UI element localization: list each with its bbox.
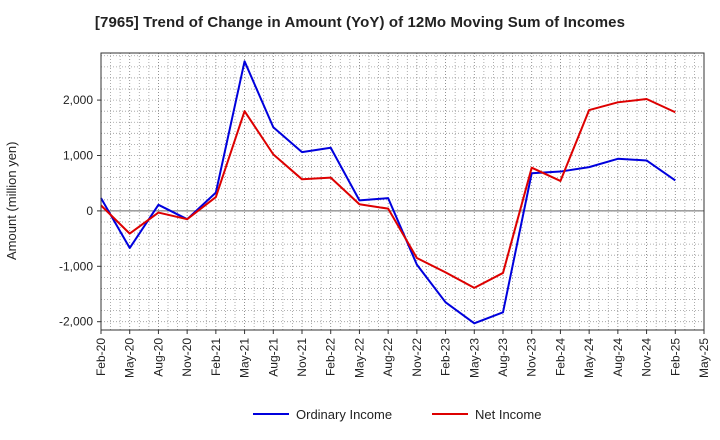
data-point <box>644 96 649 101</box>
y-tick-label: -2,000 <box>59 315 93 329</box>
data-point <box>271 152 276 157</box>
data-point <box>386 196 391 201</box>
y-ticks: -2,000 -1,000 0 1,000 2,000 <box>59 93 101 329</box>
chart-title: [7965] Trend of Change in Amount (YoY) o… <box>94 14 626 31</box>
x-tick-label: Nov-22 <box>410 338 424 377</box>
y-tick-label: 2,000 <box>63 93 93 107</box>
x-tick-label: May-23 <box>467 338 481 378</box>
data-point <box>472 321 477 326</box>
x-tick-label: Aug-23 <box>496 338 510 377</box>
data-point <box>328 145 333 150</box>
x-tick-label: May-20 <box>123 338 137 378</box>
x-tick-label: Aug-22 <box>381 338 395 377</box>
data-point <box>414 255 419 260</box>
x-tick-label: Nov-24 <box>640 338 654 377</box>
data-point <box>328 175 333 180</box>
y-tick-label: 0 <box>86 204 93 218</box>
y-tick-label: -1,000 <box>59 259 93 273</box>
x-tick-label: Aug-21 <box>266 338 280 377</box>
x-tick-label: May-25 <box>697 338 711 378</box>
data-point <box>443 300 448 305</box>
data-point <box>300 150 305 155</box>
grid <box>100 53 705 330</box>
legend-label: Ordinary Income <box>296 407 392 422</box>
series-line-net-income <box>100 97 676 289</box>
data-point <box>271 125 276 130</box>
data-point <box>558 169 563 174</box>
data-point <box>615 156 620 161</box>
data-point <box>127 246 132 251</box>
x-tick-label: Feb-25 <box>668 338 682 376</box>
data-point <box>673 178 678 183</box>
data-point <box>501 310 506 315</box>
x-tick-label: Feb-22 <box>324 338 338 376</box>
data-point <box>472 285 477 290</box>
plot-area <box>101 53 704 330</box>
data-point <box>386 206 391 211</box>
x-tick-label: Feb-23 <box>439 338 453 376</box>
x-tick-label: Aug-24 <box>611 338 625 377</box>
data-point <box>156 210 161 215</box>
x-tick-label: Feb-24 <box>553 338 567 376</box>
x-tick-label: Aug-20 <box>151 338 165 377</box>
data-point <box>644 158 649 163</box>
series-layer <box>100 59 678 326</box>
data-point <box>587 108 592 113</box>
x-tick-label: May-24 <box>582 338 596 378</box>
data-point <box>213 195 218 200</box>
x-tick-label: May-22 <box>352 338 366 378</box>
legend-label: Net Income <box>475 407 541 422</box>
data-point <box>587 165 592 170</box>
x-tick-label: Nov-21 <box>295 338 309 377</box>
plot-frame <box>100 52 705 331</box>
data-point <box>414 262 419 267</box>
series-line-ordinary-income <box>100 60 676 325</box>
data-point <box>127 231 132 236</box>
data-point <box>242 59 247 64</box>
x-tick-label: Nov-23 <box>525 338 539 377</box>
x-tick-label: Feb-21 <box>209 338 223 376</box>
data-point <box>558 178 563 183</box>
data-point <box>185 217 190 222</box>
data-point <box>242 109 247 114</box>
data-point <box>501 270 506 275</box>
data-point <box>300 177 305 182</box>
x-ticks: Feb-20 May-20 Aug-20 Nov-20 Feb-21 May-21 Aug-… <box>94 330 711 378</box>
data-point <box>443 270 448 275</box>
legend: Ordinary Income Net Income <box>253 407 541 422</box>
data-point <box>673 110 678 115</box>
data-point <box>529 165 534 170</box>
data-point <box>156 202 161 207</box>
x-tick-label: May-21 <box>238 338 252 378</box>
data-point <box>615 100 620 105</box>
y-tick-label: 1,000 <box>63 148 93 162</box>
x-tick-label: Nov-20 <box>180 338 194 377</box>
data-point <box>357 202 362 207</box>
x-tick-label: Feb-20 <box>94 338 108 376</box>
